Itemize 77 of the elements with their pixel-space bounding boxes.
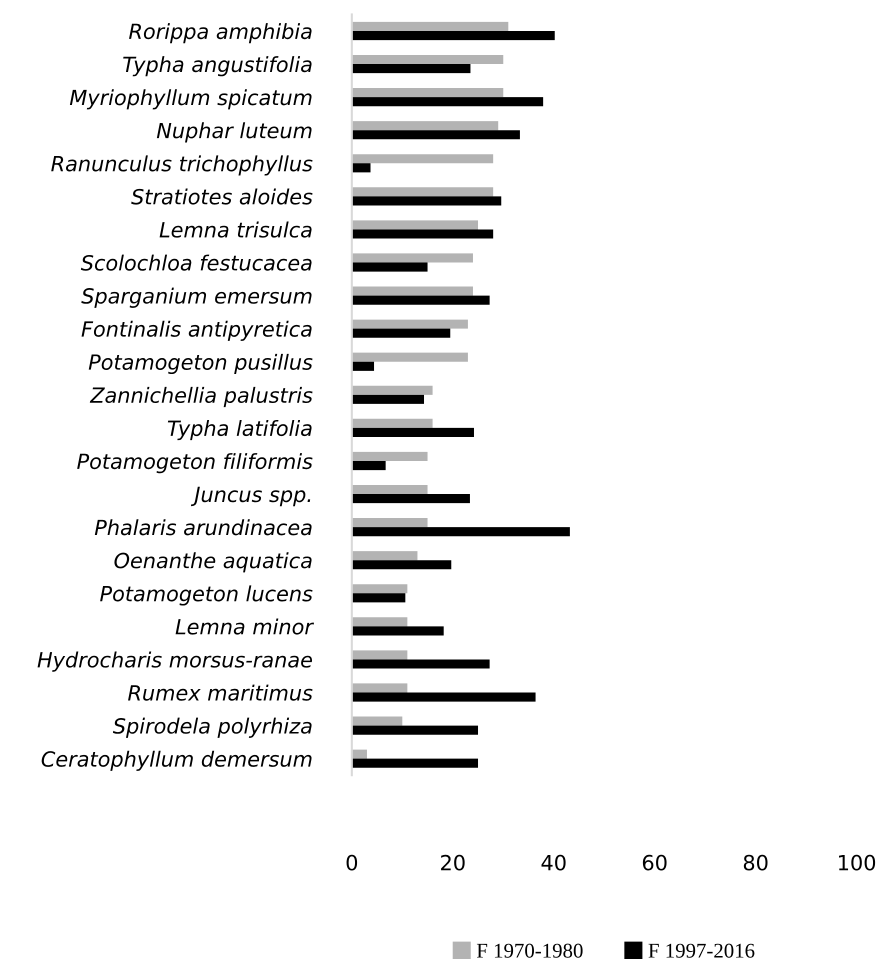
- bar: [352, 716, 402, 726]
- y-tick-label: Oenanthe aquatica: [114, 552, 312, 572]
- bar: [352, 626, 444, 636]
- x-tick-label: 40: [542, 854, 566, 871]
- bar: [352, 22, 508, 31]
- y-tick-label: Rorippa amphibia: [129, 23, 312, 44]
- bar: [352, 229, 494, 239]
- bar: [352, 394, 424, 404]
- y-tick-label: Scolochloa festucacea: [80, 254, 312, 271]
- bar: [352, 692, 536, 702]
- bar: [352, 428, 474, 438]
- bar: [352, 121, 498, 130]
- legend-label: F 1970-1980: [476, 944, 583, 958]
- y-tick-label: Potamogeton lucens: [100, 585, 313, 606]
- y-tick-label: Zannichellia palustris: [90, 386, 313, 408]
- bar: [352, 584, 408, 594]
- y-tick-label: Stratiotes aloides: [131, 188, 313, 205]
- bar: [352, 683, 408, 693]
- bar: [352, 320, 468, 329]
- y-tick-label: Myriophyllum spicatum: [70, 89, 312, 110]
- bar: [352, 460, 386, 470]
- y-tick-label: Typha angustifolia: [123, 56, 312, 76]
- bar: [352, 452, 428, 461]
- bar: [352, 527, 570, 536]
- y-tick-label: Phalaris arundinacea: [94, 519, 312, 536]
- bar: [352, 154, 494, 164]
- bar: [352, 220, 478, 230]
- bar: [352, 593, 406, 602]
- bar: [352, 328, 450, 338]
- bar: [352, 30, 555, 40]
- x-tick-label: 0: [346, 854, 358, 871]
- legend-label: F 1997-2016: [648, 944, 754, 958]
- x-tick-label: 20: [441, 854, 465, 871]
- bar: [352, 286, 473, 296]
- bar: [352, 253, 473, 263]
- bar: [352, 296, 490, 305]
- bar: [352, 163, 371, 172]
- y-tick-label: Sparganium emersum: [81, 288, 312, 308]
- bar: [352, 386, 433, 395]
- y-tick-label: Juncus spp.: [190, 486, 310, 506]
- bar: [352, 196, 502, 206]
- bar: [352, 560, 452, 570]
- y-tick-label: Typha latifolia: [168, 420, 312, 440]
- bar: [352, 54, 504, 64]
- y-tick-label: Ceratophyllum demersum: [42, 750, 312, 771]
- bar: [352, 650, 408, 660]
- bar: [352, 130, 520, 140]
- y-tick-label: Potamogeton filiformis: [77, 453, 313, 474]
- y-tick-label: Rumex maritimus: [128, 684, 313, 701]
- bar: [352, 750, 367, 759]
- x-tick-label: 60: [642, 854, 667, 871]
- bar: [352, 187, 494, 196]
- x-tick-label: 80: [744, 854, 768, 871]
- y-tick-label: Lemna minor: [176, 618, 314, 635]
- y-tick-label: Ranunculus trichophyllus: [51, 155, 313, 176]
- y-tick-label: Potamogeton pusillus: [88, 354, 313, 374]
- bar: [352, 659, 490, 669]
- x-tick-label: 100: [839, 854, 876, 871]
- bar: [352, 484, 428, 494]
- bar: [352, 418, 433, 428]
- bar: [352, 518, 428, 528]
- bar: [352, 551, 418, 560]
- bar: [352, 362, 374, 371]
- bar: [352, 352, 468, 362]
- bar: [352, 64, 470, 74]
- y-tick-label: Lemna trisulca: [160, 222, 312, 238]
- bar: [352, 88, 504, 98]
- y-tick-label: Fontinalis antipyretica: [82, 320, 312, 341]
- bar: [352, 617, 408, 626]
- bar: [352, 758, 478, 768]
- y-tick-label: Nuphar luteum: [156, 122, 312, 142]
- y-tick-label: Spirodela polyrhiza: [112, 718, 312, 738]
- bar: [352, 494, 470, 504]
- bar: [352, 262, 428, 272]
- y-tick-label: Hydrocharis morsus-ranae: [38, 652, 312, 672]
- bar: [352, 97, 544, 106]
- bar: [352, 726, 478, 735]
